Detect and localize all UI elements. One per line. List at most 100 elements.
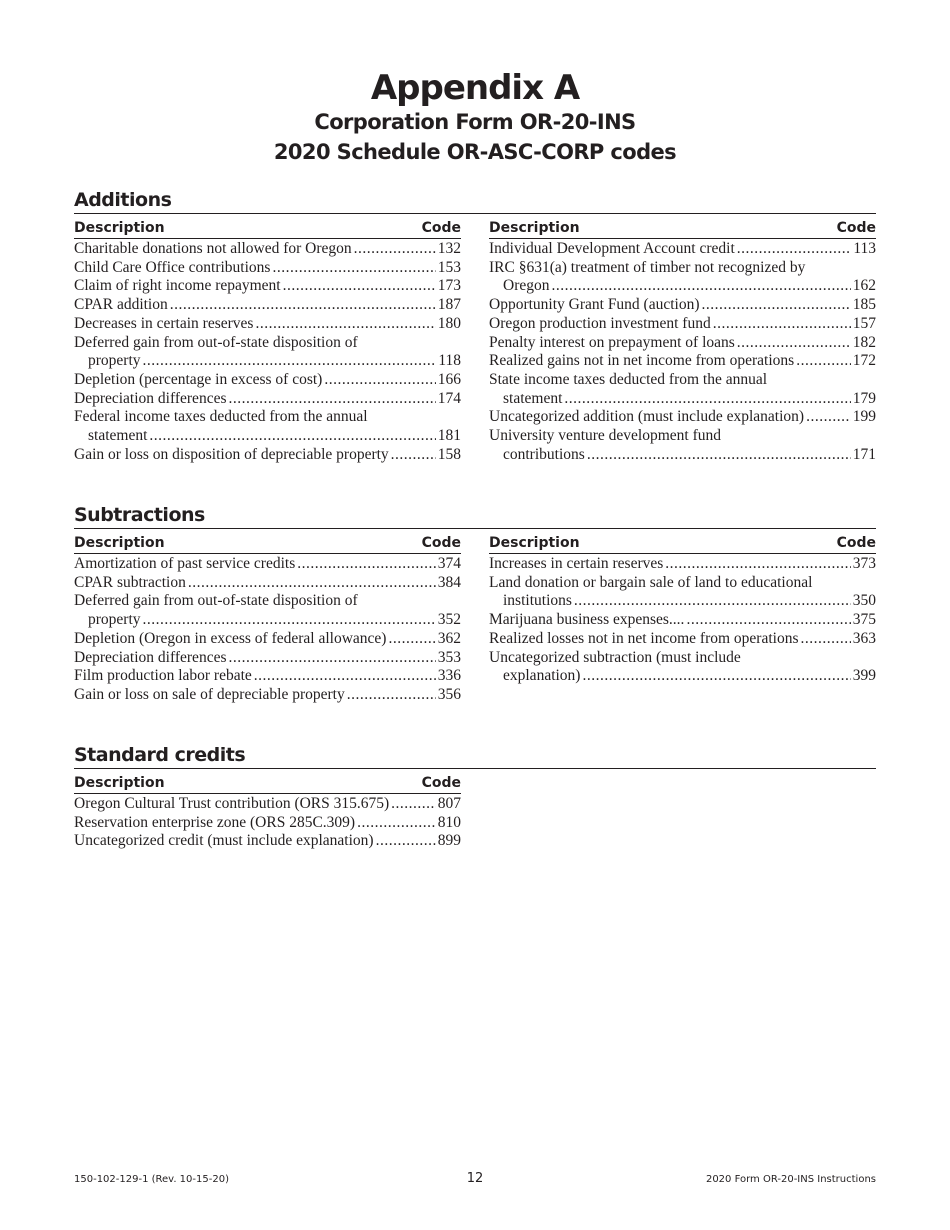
entry-line: Individual Development Account credit 113 — [489, 240, 876, 259]
description: University venture development fund — [489, 427, 722, 445]
entry: Deferred gain from out-of-state disposit… — [74, 334, 461, 371]
description: Uncategorized credit (must include expla… — [74, 832, 374, 850]
entry: Oregon production investment fund 157 — [489, 315, 876, 334]
code: 199 — [852, 408, 876, 426]
column-header: Description Code — [74, 775, 461, 794]
column: Description Code Increases in certain rese… — [489, 535, 876, 705]
code: 113 — [853, 240, 876, 257]
entry-line: Claim of right income repayment 173 — [74, 277, 461, 296]
entry: Child Care Office contributions 153 — [74, 259, 461, 278]
description: Gain or loss on disposition of depreciab… — [74, 445, 389, 463]
code: 375 — [852, 611, 876, 629]
leader — [391, 446, 436, 465]
description: Deferred gain from out-of-state disposit… — [74, 333, 358, 351]
entry: Increases in certain reserves 373 — [489, 555, 876, 574]
description-header: Description — [74, 220, 165, 236]
entry-line: statement 181 — [74, 427, 461, 446]
entry: Depletion (percentage in excess of cost)… — [74, 371, 461, 390]
entry: Penalty interest on prepayment of loans 1… — [489, 334, 876, 353]
column: Description Code Individual Development Ac… — [489, 220, 876, 464]
description: Oregon Cultural Trust contribution (ORS … — [74, 795, 390, 812]
columns: Description Code Oregon Cultural Trust con… — [74, 775, 876, 851]
leader — [713, 315, 851, 334]
column: Description Code Oregon Cultural Trust con… — [74, 775, 461, 851]
leader — [188, 574, 436, 593]
code: 153 — [437, 258, 461, 276]
entry-line: contributions 171 — [489, 446, 876, 465]
description: Child Care Office contributions — [74, 258, 271, 276]
entry-line: Land donation or bargain sale of land to… — [489, 574, 876, 593]
entry-line: property 118 — [74, 352, 461, 371]
entry: Reservation enterprise zone (ORS 285C.30… — [74, 814, 461, 833]
section: Additions Description Code Charitable donat… — [74, 189, 876, 464]
entry: CPAR subtraction 384 — [74, 574, 461, 593]
entry: Land donation or bargain sale of land to… — [489, 574, 876, 611]
description: Increases in certain reserves — [489, 555, 664, 572]
description: institutions — [503, 592, 572, 610]
entry: Deferred gain from out-of-state disposit… — [74, 592, 461, 629]
code: 384 — [437, 573, 461, 591]
leader — [686, 611, 850, 630]
leader — [149, 427, 435, 446]
entry: Uncategorized subtraction (must include e… — [489, 649, 876, 686]
column-header: Description Code — [489, 220, 876, 239]
entry: Uncategorized addition (must include exp… — [489, 408, 876, 427]
description: Oregon production investment fund — [489, 314, 711, 332]
column: Description Code Charitable donations not … — [74, 220, 461, 464]
entry: Gain or loss on disposition of depreciab… — [74, 446, 461, 465]
entry-line: Charitable donations not allowed for Ore… — [74, 240, 461, 259]
code: 118 — [438, 352, 461, 370]
description: Opportunity Grant Fund (auction) — [489, 296, 700, 314]
code: 173 — [437, 277, 461, 295]
leader — [324, 371, 435, 390]
entry-line: Penalty interest on prepayment of loans 1… — [489, 334, 876, 353]
description: Individual Development Account credit — [489, 240, 735, 257]
description: Oregon — [503, 277, 550, 295]
leader — [228, 649, 435, 668]
description: Reservation enterprise zone (ORS 285C.30… — [74, 813, 356, 831]
entry-line: Decreases in certain reserves 180 — [74, 315, 461, 334]
code: 362 — [437, 629, 461, 647]
leader — [143, 611, 436, 630]
leader — [552, 277, 851, 296]
entry-line: Increases in certain reserves 373 — [489, 555, 876, 574]
description: Claim of right income repayment — [74, 277, 281, 295]
code: 171 — [852, 445, 876, 463]
entry: Realized gains not in net income from op… — [489, 352, 876, 371]
code-header: Code — [421, 220, 461, 236]
entry-line: Gain or loss on disposition of depreciab… — [74, 446, 461, 465]
leader — [357, 814, 436, 833]
leader — [376, 832, 436, 851]
code: 336 — [437, 667, 461, 685]
column: Description Code Amortization of past serv… — [74, 535, 461, 705]
code-header: Code — [836, 220, 876, 236]
description: CPAR addition — [74, 296, 168, 314]
entry: Depreciation differences 174 — [74, 390, 461, 409]
title: Appendix A — [370, 68, 580, 108]
leader — [272, 259, 435, 278]
leader — [143, 352, 437, 371]
leader — [283, 277, 436, 296]
code: 179 — [852, 389, 876, 407]
description: Realized gains not in net income from op… — [489, 352, 795, 370]
subtitle: 2020 Schedule OR-ASC-CORP codes — [273, 140, 677, 164]
code: 180 — [437, 314, 461, 332]
entry: Gain or loss on sale of depreciable prop… — [74, 686, 461, 705]
entry-line: Deferred gain from out-of-state disposit… — [74, 334, 461, 353]
section-title: Standard credits — [74, 744, 876, 769]
entry-line: CPAR subtraction 384 — [74, 574, 461, 593]
leader — [737, 240, 852, 259]
section-title: Subtractions — [74, 504, 876, 529]
entry: Amortization of past service credits 374 — [74, 555, 461, 574]
description-header: Description — [74, 775, 165, 791]
code-header: Code — [836, 535, 876, 551]
entry-line: Realized losses not in net income from o… — [489, 630, 876, 649]
entry-line: CPAR addition 187 — [74, 296, 461, 315]
code: 187 — [437, 296, 461, 314]
columns: Description Code Charitable donations not … — [74, 220, 876, 464]
page-number: 12 — [466, 1171, 484, 1186]
description: Charitable donations not allowed for Ore… — [74, 240, 352, 257]
description: Uncategorized subtraction (must include — [489, 648, 741, 666]
entry-line: Opportunity Grant Fund (auction) 185 — [489, 296, 876, 315]
description: Federal income taxes deducted from the a… — [74, 408, 368, 426]
